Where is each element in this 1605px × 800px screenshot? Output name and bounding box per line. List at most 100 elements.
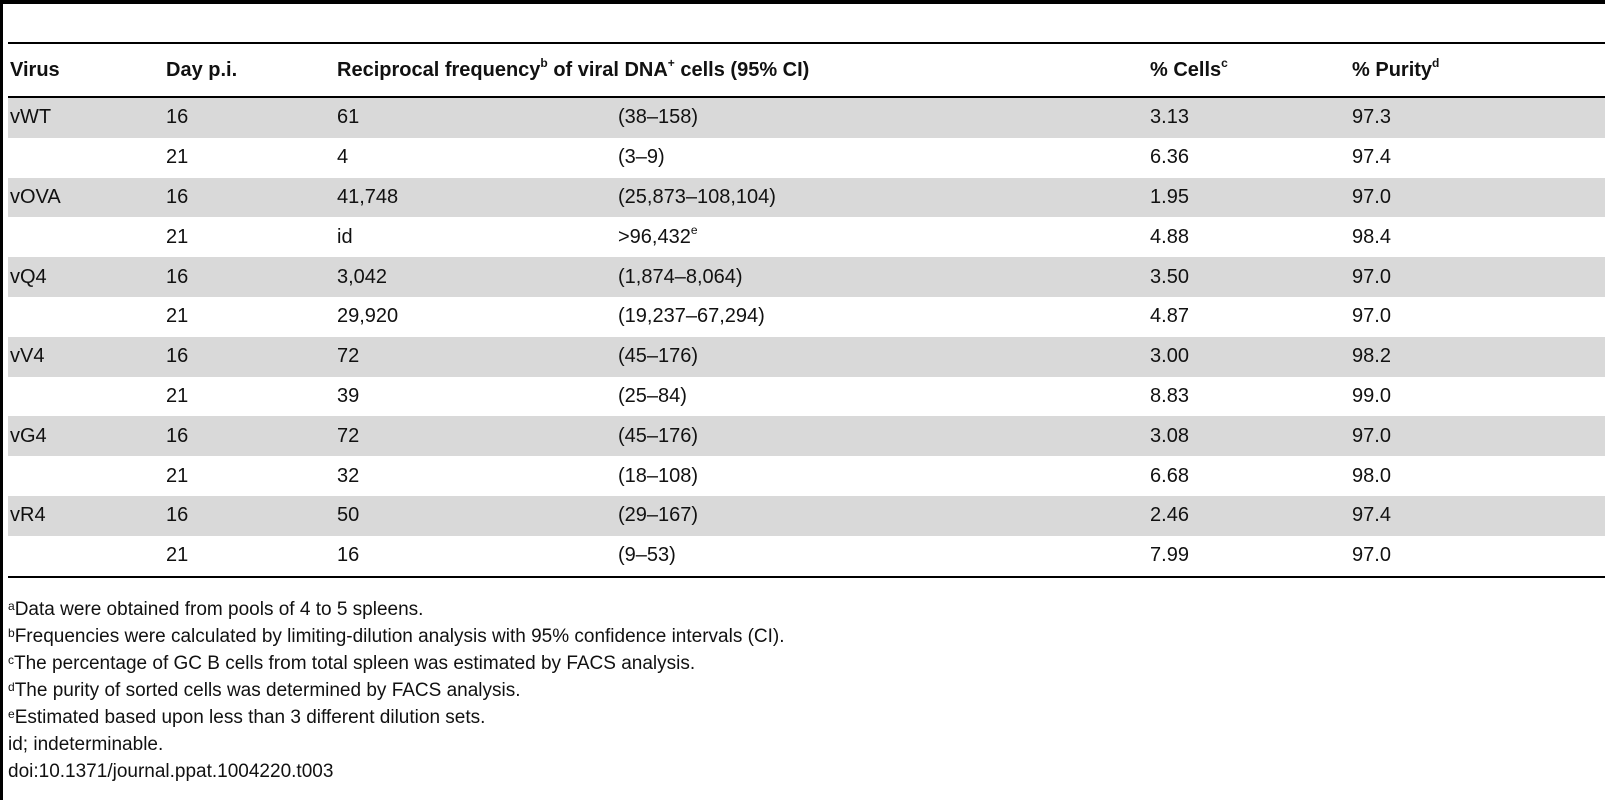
cell-day: 16 <box>164 97 335 138</box>
cell-virus <box>8 377 164 417</box>
cell-percent-cells: 1.95 <box>1148 177 1351 218</box>
cell-ci: (18–108) <box>618 464 699 487</box>
cell-virus <box>8 456 164 496</box>
table-row: 21 4 (3–9) 6.36 97.4 <box>8 138 1605 178</box>
cell-ci: (3–9) <box>618 146 665 169</box>
cell-day: 21 <box>166 464 189 487</box>
cell-percent-cells: 4.87 <box>1150 305 1189 328</box>
cell-ci: (9–53) <box>618 544 676 567</box>
cell-frequency: 4 <box>337 146 349 169</box>
footnote-line: id; indeterminable. <box>8 734 164 755</box>
table-row: 21 id >96,432e 4.88 98.4 <box>8 217 1605 257</box>
cell-virus <box>8 536 164 577</box>
cell-purity: 97.0 <box>1350 177 1605 218</box>
cell-percent-cells: 4.88 <box>1150 225 1189 248</box>
data-table-container: Virus Day p.i. Reciprocal frequencyb of … <box>8 42 1605 578</box>
cell-percent-cells: 3.00 <box>1148 336 1351 377</box>
cell-percent-cells: 3.08 <box>1148 416 1351 457</box>
cell-purity: 97.0 <box>1352 305 1391 328</box>
cell-virus: vV4 <box>8 336 164 377</box>
table-footnotes: aData were obtained from pools of 4 to 5… <box>8 596 785 785</box>
cell-purity: 98.0 <box>1352 464 1391 487</box>
cell-virus <box>8 297 164 337</box>
footnote-line: doi:10.1371/journal.ppat.1004220.t003 <box>8 761 334 782</box>
footnote-line: cThe percentage of GC B cells from total… <box>8 653 696 674</box>
header-virus: Virus <box>10 58 60 81</box>
footnote-line: aData were obtained from pools of 4 to 5… <box>8 599 424 620</box>
table-row: vR4 16 50 (29–167) 2.46 97.4 <box>8 495 1605 536</box>
footnote-line: dThe purity of sorted cells was determin… <box>8 680 521 701</box>
cell-virus: vG4 <box>8 416 164 457</box>
cell-day: 16 <box>164 177 335 218</box>
cell-virus <box>8 138 164 178</box>
cell-frequency: 50 <box>335 495 616 536</box>
top-border-rule <box>0 0 1605 4</box>
cell-purity: 98.2 <box>1350 336 1605 377</box>
cell-percent-cells: 6.68 <box>1150 464 1189 487</box>
cell-day: 21 <box>166 384 189 407</box>
cell-ci: (45–176) <box>616 336 1149 377</box>
cell-day: 16 <box>164 257 335 297</box>
cell-percent-cells: 6.36 <box>1150 146 1189 169</box>
table-row: vQ4 16 3,042 (1,874–8,064) 3.50 97.0 <box>8 257 1605 297</box>
table-row: vG4 16 72 (45–176) 3.08 97.0 <box>8 416 1605 457</box>
table-row: 21 16 (9–53) 7.99 97.0 <box>8 536 1605 577</box>
cell-day: 21 <box>166 146 189 169</box>
cell-ci: (29–167) <box>616 495 1149 536</box>
cell-day: 21 <box>166 305 189 328</box>
cell-purity: 97.4 <box>1352 146 1391 169</box>
table-row: 21 39 (25–84) 8.83 99.0 <box>8 377 1605 417</box>
cell-frequency: id <box>337 225 353 248</box>
left-border-rule <box>0 0 3 800</box>
footnote-line: eEstimated based upon less than 3 differ… <box>8 707 486 728</box>
cell-virus: vOVA <box>8 177 164 218</box>
cell-frequency: 29,920 <box>337 305 399 328</box>
cell-purity: 97.0 <box>1350 416 1605 457</box>
cell-frequency: 61 <box>335 97 616 138</box>
cell-frequency: 72 <box>335 336 616 377</box>
cell-virus: vR4 <box>8 495 164 536</box>
cell-ci: >96,432e <box>618 222 698 248</box>
table-header-row: Virus Day p.i. Reciprocal frequencyb of … <box>8 43 1605 97</box>
header-day: Day p.i. <box>166 58 238 81</box>
table-row: 21 32 (18–108) 6.68 98.0 <box>8 456 1605 496</box>
cell-purity: 97.4 <box>1350 495 1605 536</box>
header-frequency: Reciprocal frequencyb of viral DNA+ cell… <box>337 55 810 81</box>
cell-percent-cells: 3.50 <box>1148 257 1351 297</box>
table-row: 21 29,920 (19,237–67,294) 4.87 97.0 <box>8 297 1605 337</box>
cell-ci: (19,237–67,294) <box>618 305 765 328</box>
virus-frequency-table: Virus Day p.i. Reciprocal frequencyb of … <box>8 42 1605 578</box>
cell-purity: 99.0 <box>1352 384 1391 407</box>
cell-percent-cells: 2.46 <box>1148 495 1351 536</box>
cell-ci: (25–84) <box>618 384 687 407</box>
cell-ci: (38–158) <box>616 97 1149 138</box>
cell-day: 16 <box>164 416 335 457</box>
cell-ci: (1,874–8,064) <box>616 257 1149 297</box>
cell-day: 16 <box>164 336 335 377</box>
cell-purity: 98.4 <box>1352 225 1391 248</box>
header-cells: % Cellsc <box>1150 55 1228 81</box>
cell-percent-cells: 7.99 <box>1150 544 1189 567</box>
cell-frequency: 72 <box>335 416 616 457</box>
table-row: vWT 16 61 (38–158) 3.13 97.3 <box>8 97 1605 138</box>
table-row: vOVA 16 41,748 (25,873–108,104) 1.95 97.0 <box>8 177 1605 218</box>
cell-frequency: 32 <box>337 464 360 487</box>
footnote-line: bFrequencies were calculated by limiting… <box>8 626 785 647</box>
table-body: vWT 16 61 (38–158) 3.13 97.3 21 4 (3–9) 6.36 97.4 v… <box>8 97 1605 577</box>
cell-virus <box>8 217 164 257</box>
cell-frequency: 41,748 <box>335 177 616 218</box>
cell-frequency: 3,042 <box>335 257 616 297</box>
cell-ci: (45–176) <box>616 416 1149 457</box>
cell-day: 21 <box>166 225 189 248</box>
cell-frequency: 39 <box>337 384 360 407</box>
cell-percent-cells: 3.13 <box>1148 97 1351 138</box>
cell-day: 21 <box>166 544 189 567</box>
cell-percent-cells: 8.83 <box>1150 384 1189 407</box>
header-purity: % Purityd <box>1352 55 1440 81</box>
cell-day: 16 <box>164 495 335 536</box>
cell-frequency: 16 <box>337 544 360 567</box>
table-row: vV4 16 72 (45–176) 3.00 98.2 <box>8 336 1605 377</box>
cell-purity: 97.3 <box>1350 97 1605 138</box>
cell-purity: 97.0 <box>1352 544 1391 567</box>
cell-purity: 97.0 <box>1350 257 1605 297</box>
